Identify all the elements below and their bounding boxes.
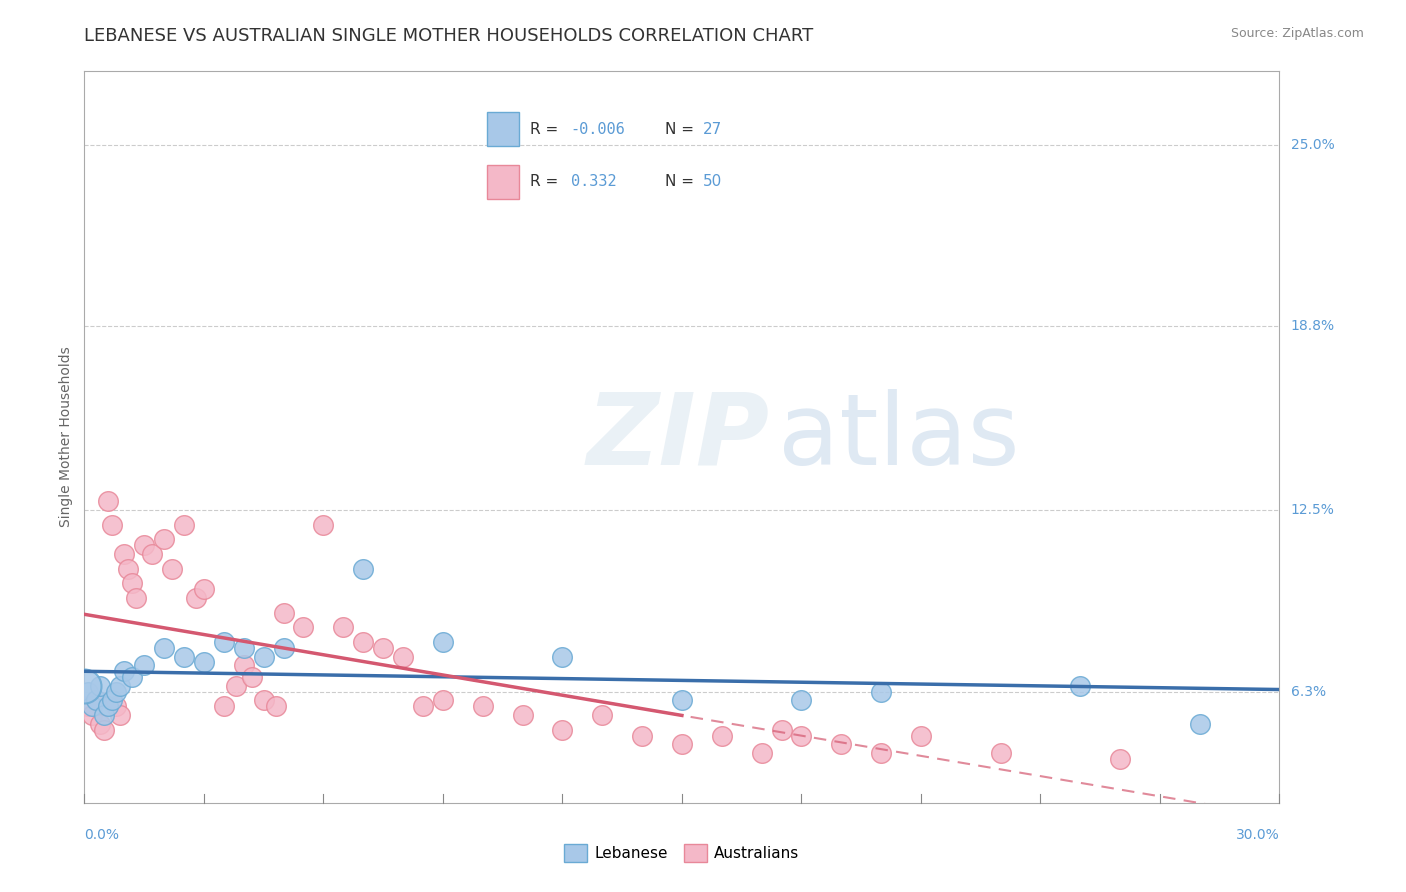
Point: [110, 708, 132, 723]
Point: [121, 670, 143, 684]
Point: [870, 684, 893, 698]
Text: 30.0%: 30.0%: [1236, 828, 1279, 842]
Point: [312, 517, 335, 532]
Point: [93, 708, 115, 723]
Text: atlas: atlas: [778, 389, 1019, 485]
Point: [193, 656, 215, 670]
Point: [551, 649, 574, 664]
Point: [82, 708, 104, 723]
Point: [89, 679, 111, 693]
Point: [671, 693, 693, 707]
Point: [352, 562, 374, 576]
Point: [253, 693, 276, 707]
Point: [110, 679, 132, 693]
Text: 12.5%: 12.5%: [1291, 503, 1334, 517]
Point: [82, 699, 104, 714]
Point: [551, 723, 574, 737]
Text: 6.3%: 6.3%: [1291, 685, 1326, 698]
Point: [184, 591, 207, 605]
Text: LEBANESE VS AUSTRALIAN SINGLE MOTHER HOUSEHOLDS CORRELATION CHART: LEBANESE VS AUSTRALIAN SINGLE MOTHER HOU…: [84, 27, 814, 45]
Point: [790, 693, 813, 707]
Point: [264, 699, 287, 714]
Point: [141, 547, 163, 561]
Point: [173, 517, 195, 532]
Point: [910, 729, 932, 743]
Point: [112, 664, 135, 678]
Point: [121, 576, 143, 591]
Text: Source: ZipAtlas.com: Source: ZipAtlas.com: [1230, 27, 1364, 40]
Point: [432, 635, 454, 649]
Point: [117, 562, 139, 576]
Point: [710, 729, 733, 743]
Text: 18.8%: 18.8%: [1291, 319, 1334, 333]
Point: [273, 640, 295, 655]
Point: [132, 658, 156, 673]
Point: [105, 699, 128, 714]
Point: [232, 640, 254, 655]
Point: [990, 746, 1012, 760]
Point: [332, 620, 354, 634]
Point: [89, 716, 111, 731]
Point: [240, 670, 263, 684]
Point: [770, 723, 793, 737]
Point: [101, 693, 124, 707]
Point: [153, 640, 176, 655]
Point: [432, 693, 454, 707]
Point: [225, 679, 247, 693]
Point: [153, 533, 176, 547]
Point: [273, 606, 295, 620]
Point: [471, 699, 494, 714]
Point: [105, 684, 128, 698]
Point: [77, 699, 100, 714]
Point: [392, 649, 415, 664]
Point: [870, 746, 893, 760]
Point: [790, 729, 813, 743]
Y-axis label: Single Mother Households: Single Mother Households: [59, 347, 73, 527]
Point: [212, 699, 235, 714]
Point: [173, 649, 195, 664]
Point: [160, 562, 183, 576]
Point: [232, 658, 254, 673]
Point: [73, 679, 96, 693]
Point: [751, 746, 773, 760]
Point: [86, 693, 108, 707]
Point: [97, 699, 120, 714]
Text: ZIP: ZIP: [586, 389, 769, 485]
Text: 25.0%: 25.0%: [1291, 137, 1334, 152]
Point: [671, 737, 693, 751]
Point: [112, 547, 135, 561]
Point: [125, 591, 148, 605]
Point: [512, 708, 534, 723]
Point: [591, 708, 613, 723]
Point: [631, 729, 654, 743]
Point: [373, 640, 395, 655]
Point: [1188, 716, 1211, 731]
Point: [97, 494, 120, 508]
Point: [352, 635, 374, 649]
Point: [253, 649, 276, 664]
Point: [132, 538, 156, 552]
Text: 0.0%: 0.0%: [84, 828, 120, 842]
Point: [1069, 679, 1091, 693]
Point: [1109, 752, 1132, 766]
Point: [292, 620, 315, 634]
Point: [101, 517, 124, 532]
Point: [830, 737, 852, 751]
Point: [212, 635, 235, 649]
Point: [193, 582, 215, 597]
Point: [412, 699, 434, 714]
Point: [86, 693, 108, 707]
Point: [93, 723, 115, 737]
Point: [77, 684, 100, 698]
Legend: Lebanese, Australians: Lebanese, Australians: [558, 838, 806, 868]
